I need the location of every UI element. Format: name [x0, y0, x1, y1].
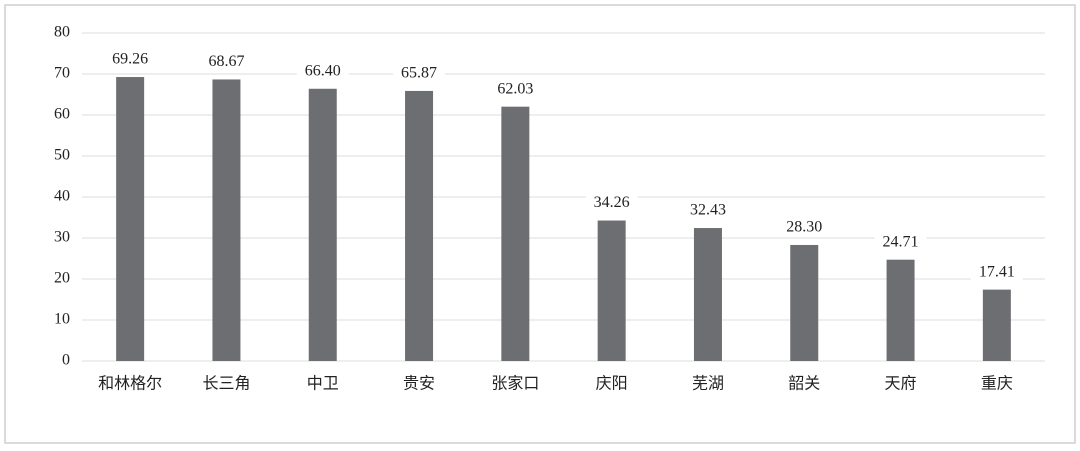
x-tick-label: 张家口 — [491, 375, 539, 393]
y-tick-label: 30 — [54, 229, 70, 246]
value-label-bg — [874, 231, 927, 252]
value-label-bg — [489, 78, 542, 99]
y-tick-label: 70 — [54, 65, 70, 82]
bar — [212, 79, 241, 361]
value-label-bg — [200, 51, 253, 72]
x-tick-label: 天府 — [885, 375, 917, 393]
bar — [597, 220, 626, 361]
value-label: 28.30 — [786, 219, 822, 236]
y-tick-label: 40 — [54, 188, 70, 205]
bar — [501, 106, 530, 361]
y-tick-label: 80 — [54, 24, 70, 41]
bar — [790, 244, 819, 361]
value-label: 65.87 — [401, 65, 437, 82]
x-tick-label: 中卫 — [307, 375, 339, 393]
x-tick-label: 芜湖 — [692, 375, 724, 393]
value-label: 68.67 — [208, 53, 244, 70]
value-label: 69.26 — [112, 51, 148, 68]
chart-border — [4, 4, 1076, 444]
value-label: 17.41 — [979, 263, 1015, 280]
y-tick-label: 10 — [54, 311, 70, 328]
value-label-bg — [681, 200, 734, 221]
value-label-bg — [104, 49, 157, 70]
value-label: 62.03 — [497, 80, 533, 97]
y-tick-label: 50 — [54, 147, 70, 164]
x-tick-label: 重庆 — [981, 375, 1013, 393]
bar — [405, 90, 434, 362]
y-tick-label: 60 — [54, 106, 70, 123]
x-tick-label: 贵安 — [403, 375, 435, 393]
value-label: 66.40 — [305, 62, 341, 79]
x-tick-label: 和林格尔 — [98, 375, 162, 393]
bar — [886, 259, 915, 361]
value-label-bg — [393, 62, 446, 83]
bar — [693, 228, 722, 361]
y-tick-label: 0 — [62, 352, 70, 369]
y-tick-label: 20 — [54, 270, 70, 287]
value-label-bg — [585, 192, 638, 213]
value-label-bg — [296, 60, 349, 81]
value-label: 32.43 — [690, 202, 726, 219]
value-label: 34.26 — [594, 194, 630, 211]
bar — [116, 77, 145, 361]
value-label-bg — [970, 261, 1023, 282]
x-tick-label: 庆阳 — [596, 375, 628, 393]
bar — [982, 289, 1011, 361]
x-tick-label: 韶关 — [788, 375, 820, 393]
value-label-bg — [778, 216, 831, 237]
value-label: 24.71 — [883, 233, 919, 250]
x-tick-label: 长三角 — [202, 375, 250, 393]
bar — [308, 88, 337, 361]
